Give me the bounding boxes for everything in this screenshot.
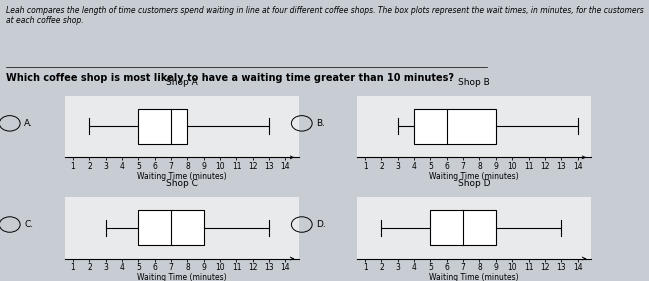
Text: Leah compares the length of time customers spend waiting in line at four differe: Leah compares the length of time custome… [6, 6, 644, 25]
Bar [414, 109, 496, 144]
Text: Which coffee shop is most likely to have a waiting time greater than 10 minutes?: Which coffee shop is most likely to have… [6, 73, 454, 83]
X-axis label: Waiting Time (minutes): Waiting Time (minutes) [137, 273, 227, 281]
Text: A.: A. [24, 119, 33, 128]
Text: C.: C. [24, 220, 33, 229]
X-axis label: Waiting Time (minutes): Waiting Time (minutes) [429, 273, 519, 281]
Text: Shop C: Shop C [165, 179, 198, 188]
Text: Shop B: Shop B [458, 78, 489, 87]
X-axis label: Waiting Time (minutes): Waiting Time (minutes) [429, 172, 519, 181]
X-axis label: Waiting Time (minutes): Waiting Time (minutes) [137, 172, 227, 181]
Bar [430, 210, 496, 245]
Bar [138, 109, 188, 144]
Text: Shop D: Shop D [458, 179, 490, 188]
Text: B.: B. [316, 119, 325, 128]
Bar [138, 210, 204, 245]
Text: Shop A: Shop A [166, 78, 197, 87]
Text: D.: D. [316, 220, 326, 229]
